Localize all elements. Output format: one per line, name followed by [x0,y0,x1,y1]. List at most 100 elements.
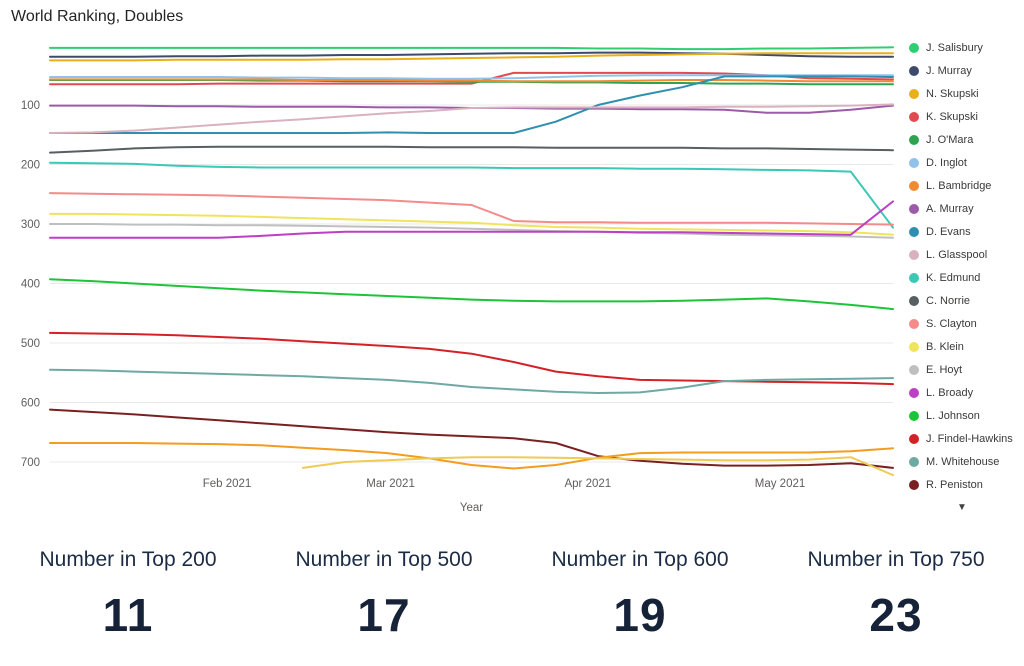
series-line-L. Broady[interactable] [49,200,894,239]
y-tick-label: 400 [21,279,40,291]
kpi-card-top-200[interactable]: Number in Top 200 11 [0,540,256,642]
kpi-label: Number in Top 750 [807,548,985,571]
legend-label: E. Hoyt [926,363,963,376]
legend-item-K. Skupski[interactable]: K. Skupski [903,105,1021,128]
legend-label: D. Evans [926,225,971,238]
y-tick-label: 600 [21,398,40,410]
series-line-L. Glasspool[interactable] [49,103,894,134]
x-tick-label: Feb 2021 [203,478,252,490]
series-line-J. Findel-Hawkins[interactable] [49,331,894,386]
series-line-E. Hoyt[interactable] [49,223,894,239]
series-line-S. Clayton[interactable] [49,192,894,226]
legend-label: J. O'Mara [926,133,974,146]
legend-scroll-down-icon[interactable]: ▼ [957,502,967,513]
kpi-label: Number in Top 600 [551,548,729,571]
legend-color-dot [909,42,919,53]
legend-label: B. Klein [926,340,964,353]
legend-label: L. Glasspool [926,248,988,261]
x-tick-label: May 2021 [755,478,806,490]
legend-label: M. Whitehouse [926,455,1000,468]
kpi-card-top-500[interactable]: Number in Top 500 17 [256,540,512,642]
legend-color-dot [909,410,919,421]
legend-item-D. Evans[interactable]: D. Evans [903,220,1021,243]
legend-item-K. Edmund[interactable]: K. Edmund [903,266,1021,289]
chart-title: World Ranking, Doubles [11,8,184,25]
legend-color-dot [909,456,919,467]
legend-item-J. Salisbury[interactable]: J. Salisbury [903,36,1021,59]
legend-item-C. Norrie[interactable]: C. Norrie [903,289,1021,312]
legend-label: C. Norrie [926,294,971,307]
kpi-value: 11 [102,589,154,641]
legend-color-dot [909,134,919,145]
legend-item-N. Skupski[interactable]: N. Skupski [903,82,1021,105]
legend-label: J. Salisbury [926,41,983,54]
chart-legend: J. Salisbury J. Murray N. Skupski K. Skupsk… [903,36,1021,496]
legend-item-S. Clayton[interactable]: S. Clayton [903,312,1021,335]
legend-item-L. Broady[interactable]: L. Broady [903,381,1021,404]
legend-label: S. Clayton [926,317,977,330]
series-line-J. Salisbury[interactable] [49,46,894,51]
legend-color-dot [909,226,919,237]
legend-label: K. Skupski [926,110,978,123]
ranking-line-chart: 100 200 300 400 500 600 700 Feb 2021 Mar 2021 Apr… [21,46,894,514]
legend-label: J. Murray [926,64,972,77]
legend-item-B. Klein[interactable]: B. Klein [903,335,1021,358]
legend-color-dot [909,203,919,214]
legend-label: L. Johnson [926,409,980,422]
series-line-J. Murray[interactable] [49,51,894,58]
series-line-unlabeled[interactable] [301,456,894,477]
y-tick-label: 500 [21,338,40,350]
legend-item-A. Murray[interactable]: A. Murray [903,197,1021,220]
y-tick-label: 700 [21,457,40,469]
series-line-D. Evans[interactable] [49,75,894,134]
series-line-L. Bambridge[interactable] [49,78,894,83]
legend-label: R. Peniston [926,478,983,491]
kpi-card-top-600[interactable]: Number in Top 600 19 [512,540,768,642]
kpi-value: 17 [357,589,411,641]
x-tick-label: Mar 2021 [366,478,415,490]
legend-item-J. Murray[interactable]: J. Murray [903,59,1021,82]
series-line-M. Whitehouse[interactable] [49,368,894,394]
legend-item-M. Whitehouse[interactable]: M. Whitehouse [903,450,1021,473]
kpi-card-top-750[interactable]: Number in Top 750 23 [768,540,1024,642]
legend-label: N. Skupski [926,87,979,100]
y-tick-label: 200 [21,160,40,172]
legend-color-dot [909,180,919,191]
legend-item-R. Peniston[interactable]: R. Peniston [903,473,1021,496]
series-line-N. Skupski[interactable] [49,52,894,62]
series-line-B. Klein[interactable] [49,212,894,236]
legend-item-E. Hoyt[interactable]: E. Hoyt [903,358,1021,381]
legend-color-dot [909,111,919,122]
y-tick-label: 300 [21,219,40,231]
x-tick-label: Apr 2021 [564,478,611,490]
legend-color-dot [909,341,919,352]
series-line-L. Johnson[interactable] [49,278,894,311]
legend-item-J. Findel-Hawkins[interactable]: J. Findel-Hawkins [903,427,1021,450]
kpi-label: Number in Top 500 [295,548,473,571]
legend-color-dot [909,272,919,283]
legend-color-dot [909,318,919,329]
series-line-unlabeled[interactable] [49,442,894,470]
series-line-C. Norrie[interactable] [49,145,894,154]
series-line-D. Inglot[interactable] [49,74,894,80]
legend-item-L. Bambridge[interactable]: L. Bambridge [903,174,1021,197]
legend-color-dot [909,295,919,306]
legend-color-dot [909,157,919,168]
legend-label: D. Inglot [926,156,967,169]
legend-item-L. Johnson[interactable]: L. Johnson [903,404,1021,427]
kpi-value: 23 [869,589,923,641]
legend-color-dot [909,433,919,444]
x-axis-title: Year [460,502,483,514]
legend-color-dot [909,387,919,398]
series-line-K. Edmund[interactable] [49,161,894,229]
legend-color-dot [909,479,919,490]
legend-item-J. O'Mara[interactable]: J. O'Mara [903,128,1021,151]
legend-item-D. Inglot[interactable]: D. Inglot [903,151,1021,174]
series-line-R. Peniston[interactable] [49,408,894,469]
kpi-value: 19 [613,589,667,641]
legend-label: J. Findel-Hawkins [926,432,1013,445]
legend-color-dot [909,65,919,76]
legend-item-L. Glasspool[interactable]: L. Glasspool [903,243,1021,266]
kpi-label: Number in Top 200 [39,548,217,571]
kpi-row: Number in Top 200 11 Number in Top 500 1… [0,540,1024,642]
